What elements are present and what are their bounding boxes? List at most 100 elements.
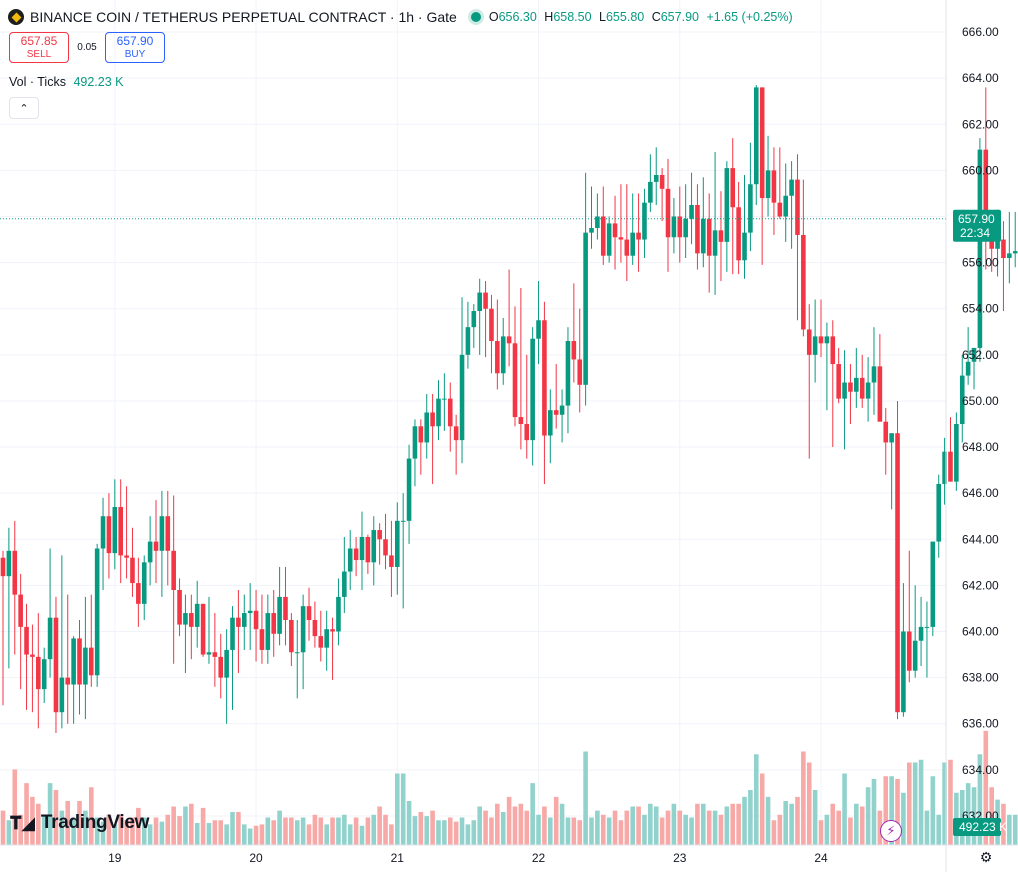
candle-body bbox=[277, 596, 282, 634]
volume-bar bbox=[453, 821, 459, 845]
candle-body bbox=[1001, 239, 1006, 258]
candle-body bbox=[24, 626, 29, 655]
candle-body bbox=[1012, 251, 1018, 254]
candle-body bbox=[83, 647, 88, 685]
volume-bar bbox=[241, 824, 247, 845]
lightning-icon[interactable]: ⚡ bbox=[880, 820, 902, 842]
volume-bar bbox=[424, 816, 430, 845]
volume-bar bbox=[530, 783, 535, 845]
volume-bar bbox=[895, 779, 900, 845]
candle-body bbox=[177, 590, 182, 625]
logo-text: TradingView bbox=[40, 812, 150, 833]
close-label: C bbox=[651, 10, 661, 24]
candle-body bbox=[600, 216, 606, 256]
volume-bar bbox=[718, 814, 724, 845]
candle-body bbox=[124, 555, 129, 558]
volume-bar bbox=[171, 806, 176, 845]
change-value: +1.65 (+0.25%) bbox=[706, 10, 793, 24]
volume-bar bbox=[12, 769, 18, 845]
volume-bar bbox=[959, 790, 965, 845]
candle-body bbox=[983, 149, 989, 231]
volume-bar bbox=[383, 814, 388, 845]
spread-value: 0.05 bbox=[77, 42, 97, 53]
volume-bars bbox=[0, 730, 1018, 845]
price-tick-label: 650.00 bbox=[962, 394, 999, 408]
sell-label: SELL bbox=[26, 48, 52, 60]
tradingview-logo[interactable]: 𝐓◢ TradingView bbox=[10, 812, 149, 834]
sell-button[interactable]: 657.85 SELL bbox=[9, 32, 69, 63]
candle-body bbox=[948, 451, 953, 482]
collapse-legend-button[interactable]: ⌃ bbox=[9, 97, 39, 119]
volume-bar bbox=[183, 806, 188, 845]
volume-bar bbox=[565, 817, 571, 845]
volume-bar bbox=[359, 825, 365, 845]
price-tick-label: 656.00 bbox=[962, 256, 999, 270]
candle-body bbox=[206, 652, 212, 655]
volume-bar bbox=[483, 810, 488, 845]
volume-legend-label: Vol · Ticks bbox=[9, 75, 66, 89]
volume-bar bbox=[6, 820, 12, 845]
volume-bar bbox=[253, 825, 259, 845]
volume-bar bbox=[400, 773, 406, 845]
candle-body bbox=[506, 336, 512, 344]
price-tick-label: 660.00 bbox=[962, 163, 999, 177]
candle-body bbox=[306, 606, 312, 620]
candle-body bbox=[442, 398, 447, 400]
volume-bar bbox=[924, 810, 930, 845]
volume-bar bbox=[618, 820, 624, 845]
volume-bar bbox=[477, 806, 482, 845]
volume-last-box bbox=[953, 818, 1001, 836]
chevron-up-icon: ⌃ bbox=[19, 102, 29, 115]
candle-body bbox=[365, 536, 371, 563]
volume-bar bbox=[512, 806, 518, 845]
volume-bar bbox=[677, 810, 683, 845]
candle-body bbox=[247, 610, 253, 614]
volume-bar bbox=[94, 817, 100, 845]
volume-bar bbox=[106, 814, 112, 845]
candle-body bbox=[877, 366, 883, 422]
settings-gear-icon[interactable]: ⚙ bbox=[979, 848, 993, 865]
candle-body bbox=[936, 483, 942, 542]
candle-body bbox=[665, 188, 671, 238]
volume-bar bbox=[724, 806, 730, 845]
candle-body bbox=[65, 677, 71, 685]
volume-bar bbox=[695, 803, 700, 845]
candle-body bbox=[836, 364, 841, 399]
volume-bar bbox=[406, 801, 412, 845]
ohlc-values: O656.30 H658.50 L655.80 C657.90 +1.65 (+… bbox=[489, 10, 797, 24]
volume-legend[interactable]: Vol · Ticks 492.23 K bbox=[9, 75, 124, 89]
buy-price: 657.90 bbox=[116, 33, 154, 48]
candle-body bbox=[71, 638, 76, 685]
candle-body bbox=[218, 656, 224, 678]
candle-body bbox=[924, 626, 930, 628]
volume-bar bbox=[147, 824, 153, 845]
volume-bar bbox=[589, 817, 594, 845]
buy-button[interactable]: 657.90 BUY bbox=[105, 32, 165, 63]
candle-body bbox=[330, 629, 335, 632]
candle-body bbox=[524, 424, 530, 441]
symbol-title[interactable]: BINANCE COIN / TETHERUS PERPETUAL CONTRA… bbox=[30, 9, 457, 25]
candle-body bbox=[695, 204, 700, 254]
chart-legend-header: BINANCE COIN / TETHERUS PERPETUAL CONTRA… bbox=[8, 6, 797, 28]
volume-bar bbox=[930, 776, 936, 845]
candle-body bbox=[130, 557, 135, 584]
volume-bar bbox=[577, 820, 583, 845]
candle-body bbox=[412, 426, 418, 459]
candle-body bbox=[977, 149, 983, 348]
candle-body bbox=[542, 320, 547, 436]
price-tick-label: 644.00 bbox=[962, 532, 999, 546]
price-tick-label: 634.00 bbox=[962, 763, 999, 777]
volume-bar bbox=[436, 820, 441, 845]
volume-bar bbox=[1007, 814, 1012, 845]
volume-bar bbox=[524, 810, 530, 845]
volume-bar bbox=[783, 801, 789, 845]
candle-body bbox=[224, 649, 229, 678]
volume-bar bbox=[430, 810, 435, 845]
volume-bar bbox=[971, 787, 977, 845]
candle-body bbox=[171, 550, 176, 590]
volume-bar bbox=[989, 787, 994, 845]
candle-body bbox=[559, 405, 565, 415]
candle-body bbox=[489, 308, 494, 341]
candle-body bbox=[648, 181, 653, 203]
